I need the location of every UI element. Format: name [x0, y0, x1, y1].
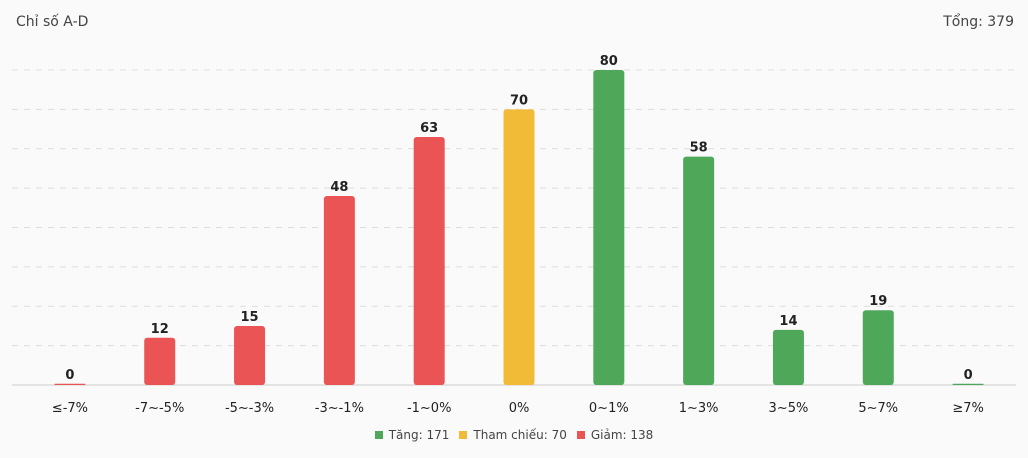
bar-value-label: 48: [330, 180, 348, 195]
bar-9: [862, 310, 894, 385]
x-tick-label: 3~5%: [769, 401, 809, 416]
x-tick-label: 0~1%: [589, 401, 629, 416]
bar-8: [772, 329, 804, 385]
bar-value-label: 0: [65, 368, 74, 383]
bar-1: [144, 337, 176, 385]
bar-4: [413, 136, 445, 385]
legend-item-down[interactable]: Giảm: 138: [576, 428, 654, 442]
x-tick-label: -7~-5%: [135, 401, 184, 416]
legend-label-ref: Tham chiếu: 70: [473, 428, 567, 442]
x-tick-label: -1~0%: [407, 401, 451, 416]
legend-label-down: Giảm: 138: [590, 428, 654, 442]
total-count: Tổng: 379: [943, 14, 1014, 30]
legend-item-up[interactable]: Tăng: 171: [374, 428, 450, 442]
bar-value-label: 19: [869, 294, 887, 309]
legend-swatch-up: [374, 431, 383, 439]
bar-6: [593, 70, 625, 385]
bar-7: [683, 156, 715, 385]
legend-swatch-ref: [459, 431, 468, 439]
x-tick-label: ≤-7%: [52, 401, 88, 416]
bar-value-label: 15: [240, 310, 258, 325]
x-tick-label: 5~7%: [858, 401, 898, 416]
bar-value-label: 14: [779, 314, 797, 329]
bar-5: [503, 109, 535, 385]
legend-label-up: Tăng: 171: [388, 428, 450, 442]
bar-10: [952, 383, 984, 385]
x-tick-label: -3~-1%: [315, 401, 364, 416]
bar-0: [54, 383, 86, 385]
chart-title: Chỉ số A-D: [16, 14, 89, 30]
bar-value-label: 58: [690, 141, 708, 156]
bar-value-label: 70: [510, 93, 528, 108]
x-tick-label: ≥7%: [952, 401, 984, 416]
chart-legend: Tăng: 171 Tham chiếu: 70 Giảm: 138: [0, 428, 1028, 442]
bar-2: [234, 325, 266, 385]
bar-value-label: 0: [964, 368, 973, 383]
x-tick-label: -5~-3%: [225, 401, 274, 416]
bar-value-label: 63: [420, 121, 438, 136]
legend-item-ref[interactable]: Tham chiếu: 70: [459, 428, 567, 442]
bar-3: [323, 196, 355, 385]
bar-value-label: 12: [151, 322, 169, 337]
bar-value-label: 80: [600, 54, 618, 69]
legend-swatch-down: [576, 431, 585, 439]
x-tick-label: 1~3%: [679, 401, 719, 416]
x-tick-label: 0%: [509, 401, 530, 416]
